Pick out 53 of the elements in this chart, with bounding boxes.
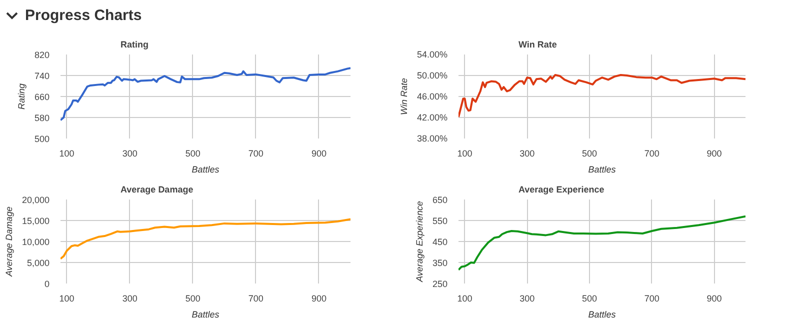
chart-title: Average Experience (518, 184, 604, 194)
x-tick-label: 900 (311, 294, 326, 304)
x-tick-label: 100 (59, 294, 74, 304)
y-tick-label: 580 (34, 113, 50, 123)
y-tick-label: 5,000 (26, 258, 50, 268)
x-tick-label: 900 (706, 148, 722, 158)
y-tick-label: 250 (432, 279, 448, 289)
y-tick-label: 42.00% (416, 112, 448, 122)
x-axis-title: Battles (192, 164, 220, 174)
y-tick-label: 46.00% (416, 92, 448, 102)
x-axis-title: Battles (588, 310, 616, 320)
x-tick-label: 900 (311, 148, 326, 158)
y-tick-label: 450 (432, 237, 448, 247)
x-tick-label: 300 (520, 294, 535, 304)
chart-title: Rating (120, 40, 148, 50)
y-axis-title: Average Damage (4, 206, 14, 278)
y-axis-title: Rating (16, 83, 26, 110)
x-tick-label: 900 (706, 294, 722, 304)
x-tick-label: 700 (644, 148, 660, 158)
x-tick-label: 700 (248, 294, 264, 304)
y-tick-label: 660 (34, 92, 50, 102)
y-tick-label: 0 (44, 279, 50, 289)
y-tick-label: 54.00% (416, 50, 448, 60)
y-tick-label: 10,000 (22, 237, 50, 247)
y-tick-label: 350 (432, 258, 448, 268)
x-tick-label: 100 (457, 148, 472, 158)
x-axis-title: Battles (588, 164, 616, 174)
y-tick-label: 15,000 (22, 216, 50, 226)
x-tick-label: 700 (644, 294, 660, 304)
y-tick-label: 650 (432, 195, 448, 205)
x-tick-label: 500 (582, 294, 598, 304)
y-axis-title: Win Rate (398, 78, 409, 115)
y-tick-label: 38.00% (416, 134, 448, 144)
x-tick-label: 100 (59, 148, 74, 158)
x-tick-label: 700 (248, 148, 264, 158)
chart-title: Average Damage (120, 184, 194, 194)
y-tick-label: 550 (432, 216, 448, 226)
y-axis-title: Average Experience (414, 201, 424, 283)
text: Progress Charts (25, 6, 142, 26)
y-tick-label: 20,000 (22, 195, 50, 205)
y-tick-label: 500 (34, 134, 50, 144)
x-tick-label: 500 (582, 148, 598, 158)
y-tick-label: 820 (34, 50, 50, 60)
y-tick-label: 740 (34, 71, 50, 81)
chart-title: Win Rate (518, 40, 557, 50)
x-tick-label: 300 (520, 148, 535, 158)
x-tick-label: 300 (122, 294, 138, 304)
y-tick-label: 50.00% (416, 70, 448, 80)
x-tick-label: 100 (457, 294, 472, 304)
x-tick-label: 500 (185, 294, 200, 304)
x-tick-label: 300 (122, 148, 138, 158)
x-tick-label: 500 (185, 148, 200, 158)
x-axis-title: Battles (192, 310, 220, 320)
